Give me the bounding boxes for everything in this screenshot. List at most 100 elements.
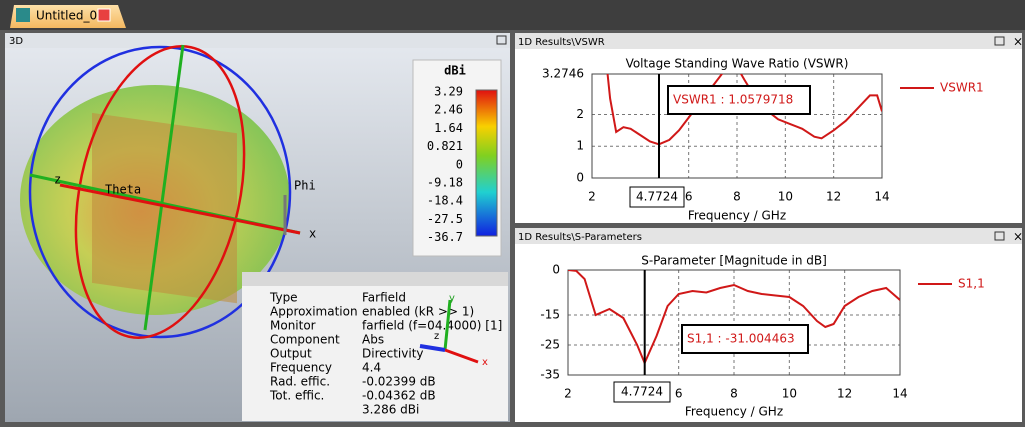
panel-header xyxy=(5,33,510,48)
x-axis-3d xyxy=(59,183,301,235)
theta-circle xyxy=(74,45,246,339)
info-value: Directivity xyxy=(362,347,424,361)
x-tick-label: 8 xyxy=(733,190,741,204)
panel-title: 1D Results\S-Parameters xyxy=(518,232,642,243)
legend-label: VSWR1 xyxy=(940,81,984,95)
x-tick-label: 2 xyxy=(588,190,596,204)
y-tick-label: -35 xyxy=(540,368,560,382)
y-tick-label: 3.2746 xyxy=(542,67,584,81)
x-tick-label: 12 xyxy=(837,387,852,401)
x-tick-label: 2 xyxy=(564,387,572,401)
info-value: 4.4 xyxy=(362,361,381,375)
marker-x-label: 4.7724 xyxy=(621,385,663,399)
marker-label: S1,1 : -31.004463 xyxy=(687,332,795,346)
marker-box xyxy=(681,324,809,354)
antenna xyxy=(92,112,237,304)
info-value: 3.286 dBi xyxy=(362,403,419,417)
x-label: x xyxy=(309,227,316,241)
tab-icon xyxy=(16,8,30,22)
y-tick-label: 0 xyxy=(552,263,560,277)
close[interactable]: × xyxy=(1013,230,1023,244)
colorbar-label: 0 xyxy=(456,157,463,171)
x-tick-label: 12 xyxy=(826,190,841,204)
tab-close[interactable] xyxy=(97,8,111,22)
z-label: z xyxy=(54,173,61,187)
colorbar-label: -27.5 xyxy=(427,212,463,226)
marker-x-label: 4.7724 xyxy=(636,190,678,204)
triad-y xyxy=(443,299,452,351)
triad-x xyxy=(444,348,479,364)
legend-label: S1,1 xyxy=(958,277,985,291)
x-tick-label: 6 xyxy=(675,387,683,401)
y-tick-label: 0 xyxy=(576,171,584,185)
panel-title: 3D xyxy=(9,36,23,47)
y-tick-label: 2 xyxy=(576,107,584,121)
x-tick-label: 10 xyxy=(782,387,797,401)
colorbar-unit: dBi xyxy=(444,64,466,78)
series-line xyxy=(606,74,882,146)
info-label: Tot. effic. xyxy=(269,389,324,403)
colorbar-label: 1.64 xyxy=(434,121,463,135)
plot-frame xyxy=(591,73,883,179)
info-header xyxy=(242,272,508,286)
x-tick-label: 14 xyxy=(892,387,907,401)
y-tick-label: -25 xyxy=(540,338,560,352)
colorbar xyxy=(475,89,498,237)
tab-title: Untitled_0* xyxy=(36,9,103,23)
triad-z-label: z xyxy=(434,331,439,342)
maximize[interactable] xyxy=(496,35,507,45)
y-tick-label: -15 xyxy=(540,308,560,322)
theta-label: Theta xyxy=(105,183,141,197)
info-label: Approximation xyxy=(270,305,358,319)
info-value: Abs xyxy=(362,333,384,347)
triad-x-label: x xyxy=(482,357,488,368)
marker-box xyxy=(667,85,811,115)
info-value: enabled (kR >> 1) xyxy=(362,305,474,319)
series-line xyxy=(568,270,900,366)
x-axis-label: Frequency / GHz xyxy=(688,209,786,223)
info-label: Monitor xyxy=(270,319,316,333)
x-axis-label: Frequency / GHz xyxy=(685,405,783,419)
tab[interactable] xyxy=(10,5,126,28)
colorbar-label: -18.4 xyxy=(427,194,463,208)
info-label: Output xyxy=(270,347,312,361)
x-tick-label: 8 xyxy=(730,387,738,401)
marker-x-box xyxy=(629,186,685,208)
phi-label: Phi xyxy=(294,179,316,193)
colorbar-label: 2.46 xyxy=(434,103,463,117)
panel-header xyxy=(515,228,1022,244)
y-axis-3d xyxy=(143,44,185,331)
close[interactable]: × xyxy=(1013,35,1023,49)
triad-z xyxy=(419,344,446,352)
marker-label: VSWR1 : 1.0579718 xyxy=(673,93,793,107)
phi-circle xyxy=(28,45,292,339)
vswr-panel xyxy=(515,33,1022,223)
info-label: Rad. effic. xyxy=(270,375,330,389)
info-value: Farfield xyxy=(362,291,406,305)
info-value: farfield (f=04.4000) [1] xyxy=(362,319,502,333)
info-label: Component xyxy=(270,333,340,347)
panel-header xyxy=(515,33,1022,49)
triad-y-label: y xyxy=(449,293,455,304)
maximize[interactable] xyxy=(994,36,1005,46)
colorbar-label: -36.7 xyxy=(427,230,463,244)
marker-x-box xyxy=(613,381,671,403)
panel-title: 1D Results\VSWR xyxy=(518,37,605,48)
colorbar-label: 3.29 xyxy=(434,85,463,99)
tab-bar xyxy=(0,0,1025,30)
colorbar-label: -9.18 xyxy=(427,176,463,190)
chart-title: S-Parameter [Magnitude in dB] xyxy=(641,254,827,268)
colorbar-label: 0.821 xyxy=(427,139,463,153)
x-tick-label: 6 xyxy=(685,190,693,204)
info-value: -0.04362 dB xyxy=(362,389,436,403)
chart-title: Voltage Standing Wave Ratio (VSWR) xyxy=(626,57,849,71)
x-tick-label: 14 xyxy=(874,190,889,204)
x-tick-label: 10 xyxy=(778,190,793,204)
maximize[interactable] xyxy=(994,231,1005,241)
plot-frame xyxy=(567,269,901,376)
info-box xyxy=(242,272,508,421)
info-label: Frequency xyxy=(270,361,332,375)
y-tick-label: 1 xyxy=(576,139,584,153)
